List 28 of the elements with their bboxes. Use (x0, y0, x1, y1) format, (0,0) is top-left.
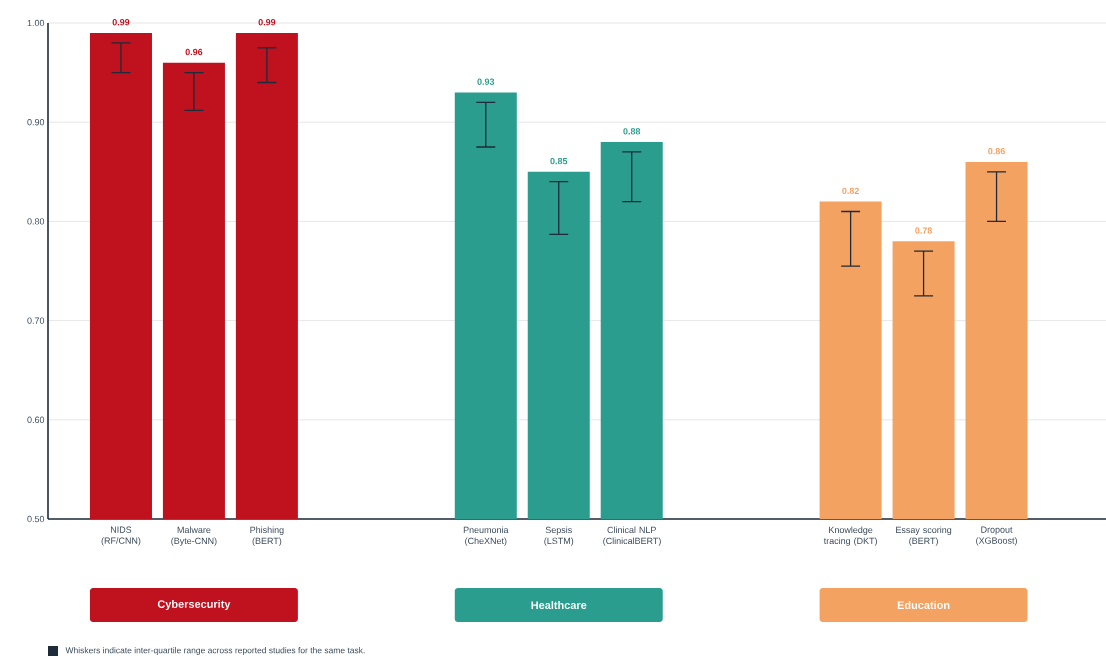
text: Healthcare (531, 600, 587, 610)
data-label: 0.93 (477, 78, 495, 85)
x-tick-label: Pneumonia (CheXNet) (463, 526, 509, 546)
data-label: 0.88 (623, 128, 641, 135)
x-tick-label: Clinical NLP (ClinicalBERT) (603, 526, 661, 546)
data-label: 0.82 (842, 187, 859, 195)
data-label: 0.86 (988, 148, 1005, 155)
x-tick-label: Essay scoring (BERT) (896, 526, 952, 546)
x-tick-label: Knowledge tracing (DKT) (823, 526, 877, 546)
x-tick-label: Dropout (XGBoost) (976, 526, 1017, 546)
y-tick-label: 0.80 (27, 218, 45, 225)
data-label: 0.78 (915, 227, 933, 234)
data-label: 0.99 (112, 19, 130, 26)
y-tick-label: 0.90 (27, 119, 45, 126)
data-label: 0.96 (185, 48, 203, 56)
text: Whiskers indicate inter-quartile range across reported studies for the same task. (65, 647, 365, 655)
data-label: 0.99 (258, 19, 276, 26)
x-tick-label: Malware (Byte-CNN) (171, 526, 217, 546)
x-tick-label: NIDS (RF/CNN) (101, 526, 141, 546)
y-tick-label: 0.50 (27, 515, 45, 523)
text: Education (897, 600, 950, 610)
y-tick-label: 1.00 (27, 19, 45, 27)
x-tick-label: Phishing (BERT) (250, 526, 284, 546)
y-tick-label: 0.60 (27, 416, 45, 423)
text: Cybersecurity (157, 599, 231, 611)
x-tick-label: Sepsis (LSTM) (544, 526, 574, 546)
y-tick-label: 0.70 (27, 317, 45, 324)
data-label: 0.85 (550, 157, 568, 165)
